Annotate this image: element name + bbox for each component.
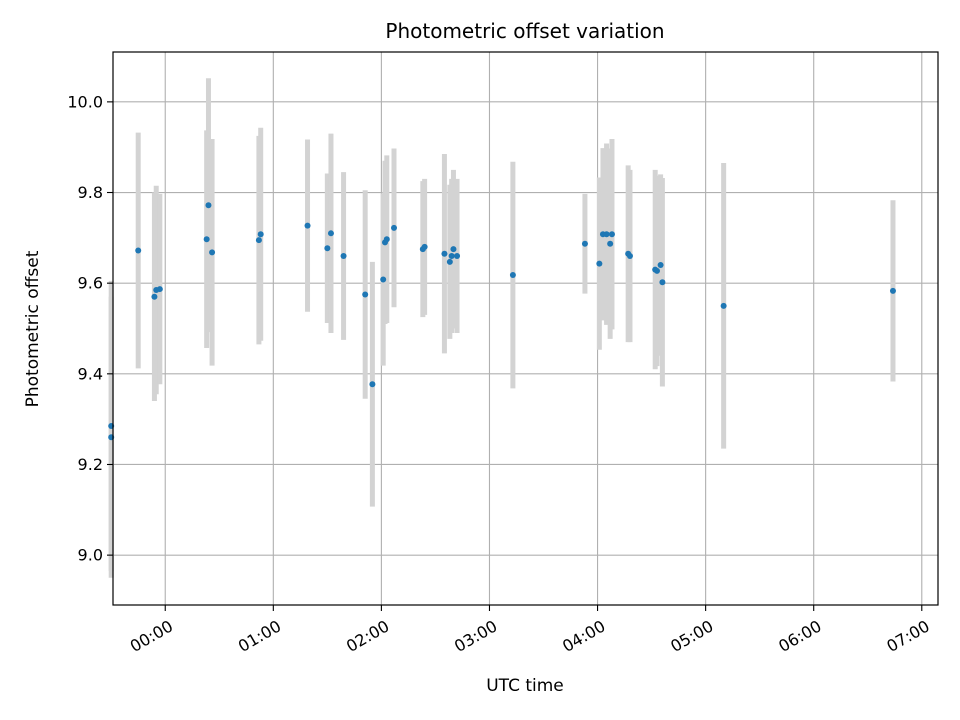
y-tick-label: 9.2 xyxy=(78,455,103,474)
data-point xyxy=(203,236,210,243)
data-point xyxy=(362,291,369,298)
chart-title: Photometric offset variation xyxy=(385,19,664,43)
data-point xyxy=(209,249,216,256)
x-axis-label: UTC time xyxy=(486,676,564,696)
data-point xyxy=(653,267,660,274)
data-point xyxy=(156,286,163,293)
data-point xyxy=(391,224,398,231)
data-point xyxy=(324,245,331,252)
y-tick-label: 10.0 xyxy=(67,92,103,111)
data-point xyxy=(448,252,455,259)
data-point xyxy=(626,252,633,259)
data-point xyxy=(509,272,516,279)
data-point xyxy=(657,262,664,269)
data-point xyxy=(659,279,666,286)
data-point xyxy=(720,302,727,309)
data-point xyxy=(581,240,588,247)
data-point xyxy=(450,246,457,253)
data-point xyxy=(421,243,428,250)
y-tick-label: 9.0 xyxy=(78,546,103,565)
data-point xyxy=(383,236,390,243)
data-point xyxy=(304,222,311,229)
data-point xyxy=(205,202,212,209)
data-point xyxy=(257,231,264,238)
data-point xyxy=(380,276,387,283)
data-point xyxy=(135,247,142,254)
y-tick-label: 9.4 xyxy=(78,364,103,383)
data-point xyxy=(327,230,334,237)
data-point xyxy=(607,240,614,247)
data-point xyxy=(255,237,262,244)
y-tick-label: 9.8 xyxy=(78,183,103,202)
y-axis-ticks: 9.0 9.2 9.4 9.6 9.8 10.0 xyxy=(67,92,113,565)
data-point xyxy=(603,231,610,238)
data-point xyxy=(608,231,615,238)
data-point xyxy=(151,293,158,300)
data-point xyxy=(889,287,896,294)
data-point xyxy=(454,252,461,259)
data-point xyxy=(596,260,603,267)
data-point xyxy=(446,258,453,265)
y-axis-label: Photometric offset xyxy=(23,250,43,407)
data-point xyxy=(340,252,347,259)
y-tick-label: 9.6 xyxy=(78,274,103,293)
plot-frame xyxy=(112,51,939,606)
data-point xyxy=(441,250,448,257)
data-point xyxy=(369,381,376,388)
